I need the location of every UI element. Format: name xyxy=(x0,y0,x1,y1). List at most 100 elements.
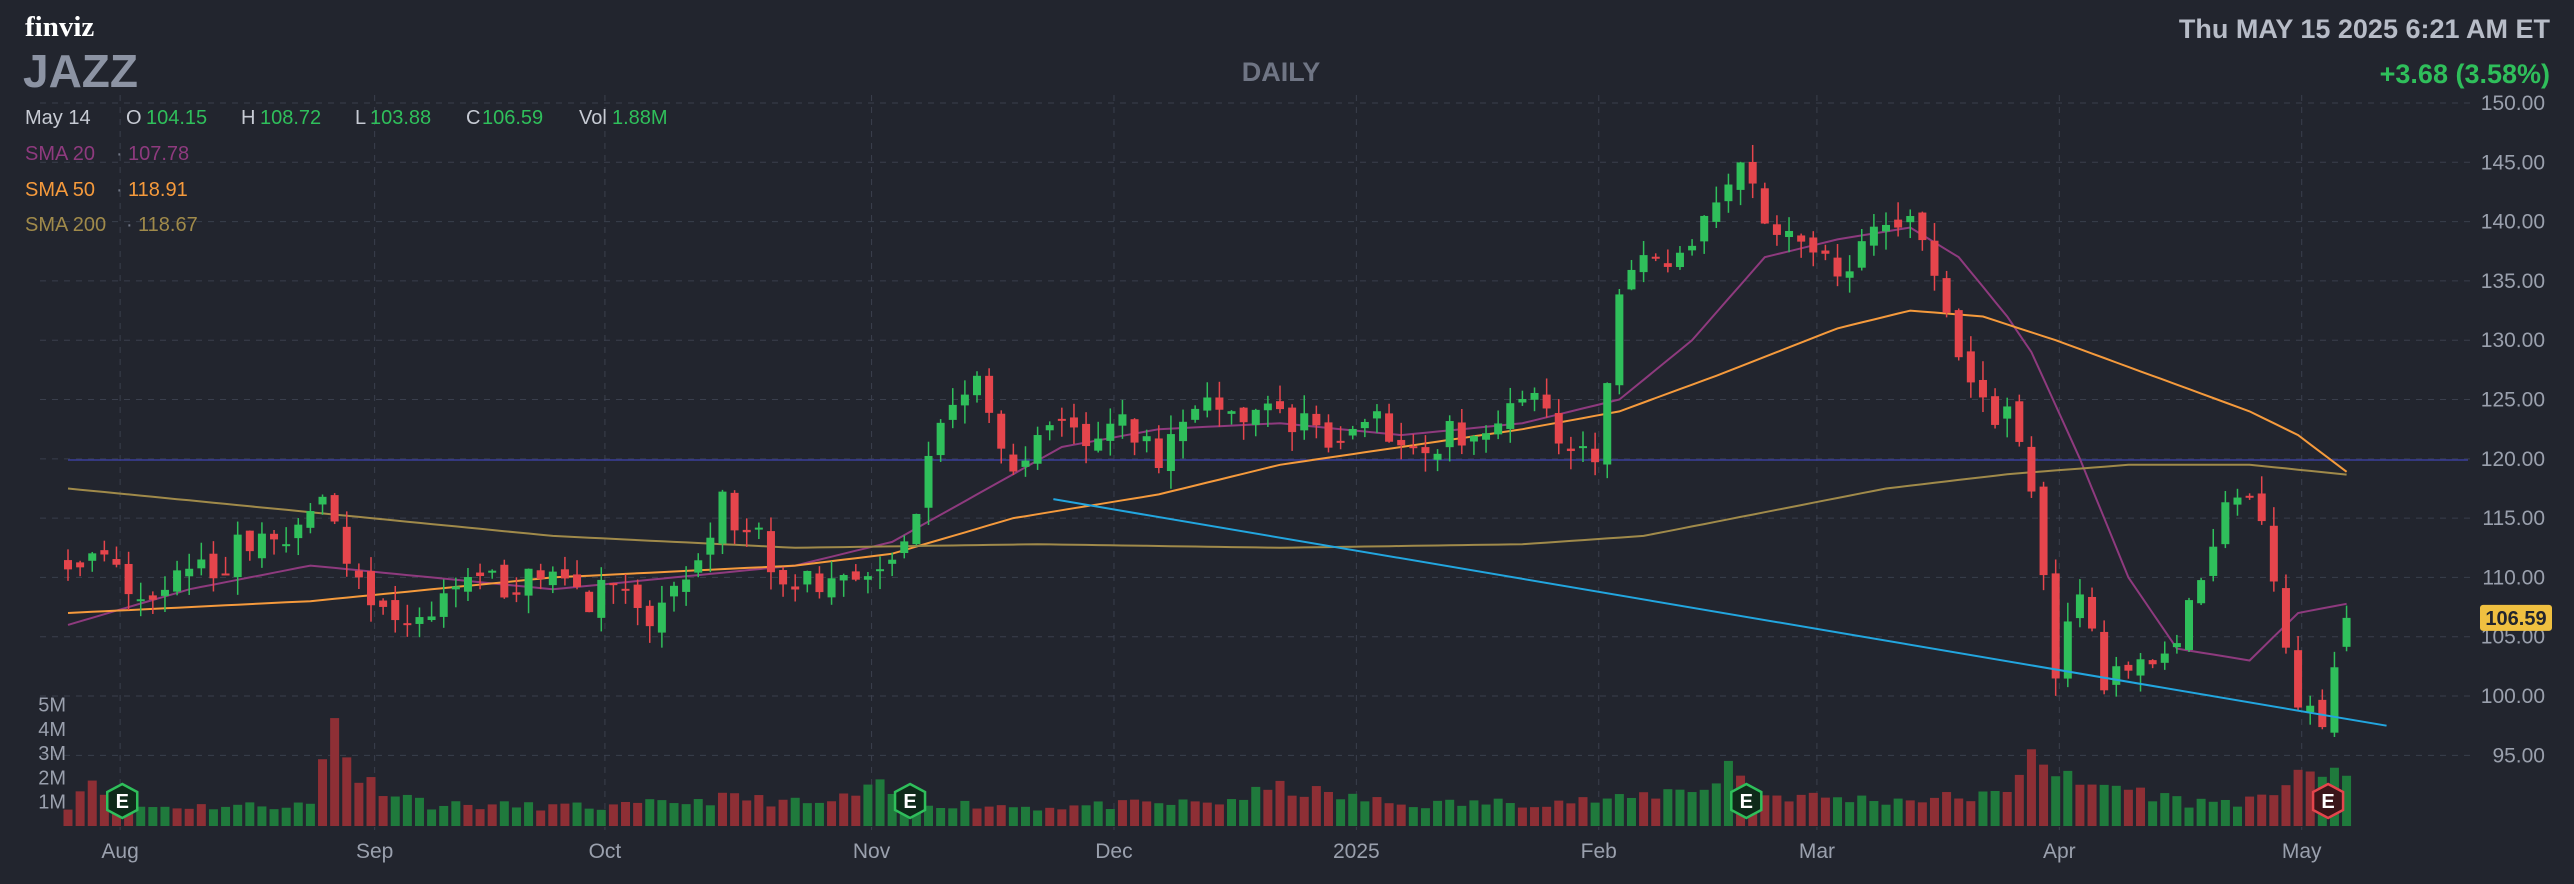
candle-body xyxy=(1821,250,1830,254)
candle-body xyxy=(1154,438,1163,468)
earnings-marker[interactable]: E xyxy=(2311,782,2345,820)
candle-body xyxy=(1021,460,1030,467)
candle-body xyxy=(1518,399,1527,403)
candle-body xyxy=(1736,162,1745,190)
candle-body xyxy=(1882,224,1890,232)
candle-body xyxy=(2015,401,2024,442)
candle xyxy=(2318,689,2327,730)
candle-body xyxy=(1869,226,1878,246)
candle-body xyxy=(1385,413,1394,442)
volume-bar xyxy=(1045,807,1055,826)
volume-bar xyxy=(1942,792,1952,826)
candle xyxy=(427,601,436,622)
candle-body xyxy=(185,568,194,577)
volume-bars xyxy=(63,718,2352,826)
candle-body xyxy=(1482,433,1491,440)
volume-bar xyxy=(1602,798,1612,826)
last-price-label: 106.59 xyxy=(2485,608,2546,630)
candle xyxy=(1021,446,1030,477)
candle-body xyxy=(839,575,848,581)
candle-body xyxy=(124,563,133,595)
close-value: 106.59 xyxy=(482,107,543,129)
date-tick-label: Apr xyxy=(2043,840,2076,863)
trendline-layer[interactable] xyxy=(1053,498,2387,727)
volume-bar xyxy=(439,805,449,826)
candle-body xyxy=(488,570,497,573)
candle-body xyxy=(160,589,169,596)
candle-body xyxy=(1118,414,1127,426)
candle-body xyxy=(1833,257,1842,277)
earnings-marker-badge[interactable] xyxy=(105,782,139,820)
high-value: 108.72 xyxy=(260,107,321,129)
candle xyxy=(451,577,460,608)
price-tick-label: 95.00 xyxy=(2492,744,2545,767)
volume-bar xyxy=(2111,785,2121,826)
candle-body xyxy=(536,570,545,579)
trendline[interactable] xyxy=(1053,498,2387,727)
volume-bar xyxy=(1069,805,1079,826)
candle xyxy=(306,503,315,534)
volume-bar xyxy=(63,809,73,826)
candle xyxy=(88,551,97,572)
candle xyxy=(754,522,763,540)
volume-label: Vol xyxy=(579,107,607,129)
earnings-marker[interactable]: E xyxy=(1730,782,1763,820)
candle xyxy=(670,581,678,612)
volume-bar xyxy=(536,810,546,826)
candle xyxy=(560,556,569,586)
volume-bar xyxy=(1105,809,1115,826)
volume-bar xyxy=(1881,804,1891,826)
candle xyxy=(1918,211,1927,251)
candle xyxy=(1203,382,1212,418)
candle-body xyxy=(136,599,145,602)
earnings-marker[interactable]: E xyxy=(893,782,927,820)
volume-bar xyxy=(1530,807,1540,826)
candle-body xyxy=(2051,573,2060,679)
volume-bar xyxy=(936,808,946,826)
candle-body xyxy=(1857,241,1866,268)
finviz-logo[interactable]: finviz xyxy=(25,11,94,43)
earnings-marker[interactable]: E xyxy=(105,782,139,820)
earnings-marker-badge[interactable] xyxy=(893,782,927,820)
candle xyxy=(2185,597,2193,652)
earnings-marker-badge[interactable] xyxy=(1730,782,1763,820)
volume-bar xyxy=(1784,801,1794,826)
volume-bar xyxy=(2245,796,2255,826)
candle-body xyxy=(451,586,460,590)
candle xyxy=(76,560,85,577)
volume-bar xyxy=(2160,793,2170,826)
candle xyxy=(1882,212,1890,250)
candle-body xyxy=(2197,580,2206,604)
volume-bar xyxy=(1336,799,1346,826)
candle-body xyxy=(1494,423,1503,435)
volume-bar xyxy=(1142,801,1152,826)
earnings-marker-badge[interactable] xyxy=(2311,782,2345,820)
candle xyxy=(2027,436,2036,498)
timeframe-label: DAILY xyxy=(1242,57,1321,87)
candle xyxy=(548,566,557,594)
candle xyxy=(160,576,169,612)
candle xyxy=(657,585,666,648)
candle xyxy=(1627,259,1636,291)
candle xyxy=(973,371,981,403)
candle-body xyxy=(173,570,182,592)
candle-body xyxy=(1360,421,1369,429)
candle-body xyxy=(1615,294,1624,386)
sma200-separator: · xyxy=(126,214,133,236)
volume-bar xyxy=(2039,764,2049,826)
volume-bar xyxy=(814,802,824,826)
candle xyxy=(730,490,739,545)
candle-body xyxy=(1227,411,1236,414)
volume-bar xyxy=(2232,806,2242,826)
candle xyxy=(1482,425,1491,453)
candle xyxy=(2112,656,2121,697)
candle xyxy=(1324,414,1333,453)
volume-bar xyxy=(184,808,194,826)
candle-body xyxy=(1797,235,1806,242)
candle xyxy=(1372,404,1381,433)
volume-bar xyxy=(790,797,800,826)
candle-body xyxy=(1591,448,1600,463)
volume-bar xyxy=(330,718,340,826)
